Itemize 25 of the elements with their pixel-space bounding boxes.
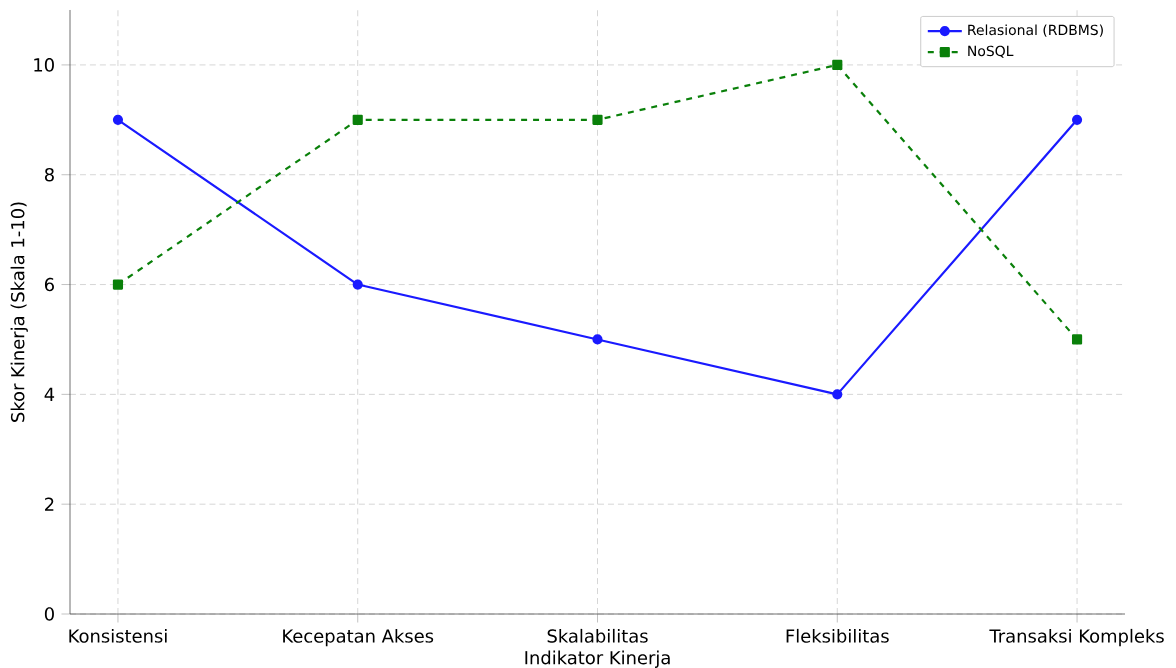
- point: [1071, 114, 1083, 125]
- x-tick-label: Konsistensi: [69, 628, 167, 643]
- x-tick-label: Transaksi Kompleks: [989, 628, 1164, 647]
- x-axis-title: Indikator Kinerja: [525, 650, 670, 668]
- y-tick-label: 8: [44, 167, 54, 182]
- point: [112, 279, 124, 290]
- y-tick-label: 2: [45, 497, 54, 511]
- point: [832, 59, 843, 70]
- y-tick-label: 4: [44, 387, 55, 401]
- point: [832, 389, 843, 400]
- point: [352, 114, 363, 125]
- point: [352, 279, 363, 290]
- y-tick-label: 6: [44, 277, 54, 292]
- y-tick-label: 10: [34, 58, 54, 72]
- x-tick-label: Fleksibilitas: [786, 628, 889, 643]
- legend-label: Relasional (RDBMS): [968, 24, 1103, 37]
- y-tick-label: 0: [44, 607, 54, 621]
- point: [1071, 334, 1083, 345]
- point: [592, 334, 603, 345]
- y-axis-title: Skor Kinerja (Skala 1-10): [10, 202, 28, 422]
- x-tick-label: Kecepatan Akses: [283, 628, 434, 647]
- legend-label: NoSQL: [968, 45, 1014, 58]
- point: [592, 114, 603, 125]
- point: [112, 114, 124, 125]
- x-tick-label: Skalabilitas: [547, 628, 648, 643]
